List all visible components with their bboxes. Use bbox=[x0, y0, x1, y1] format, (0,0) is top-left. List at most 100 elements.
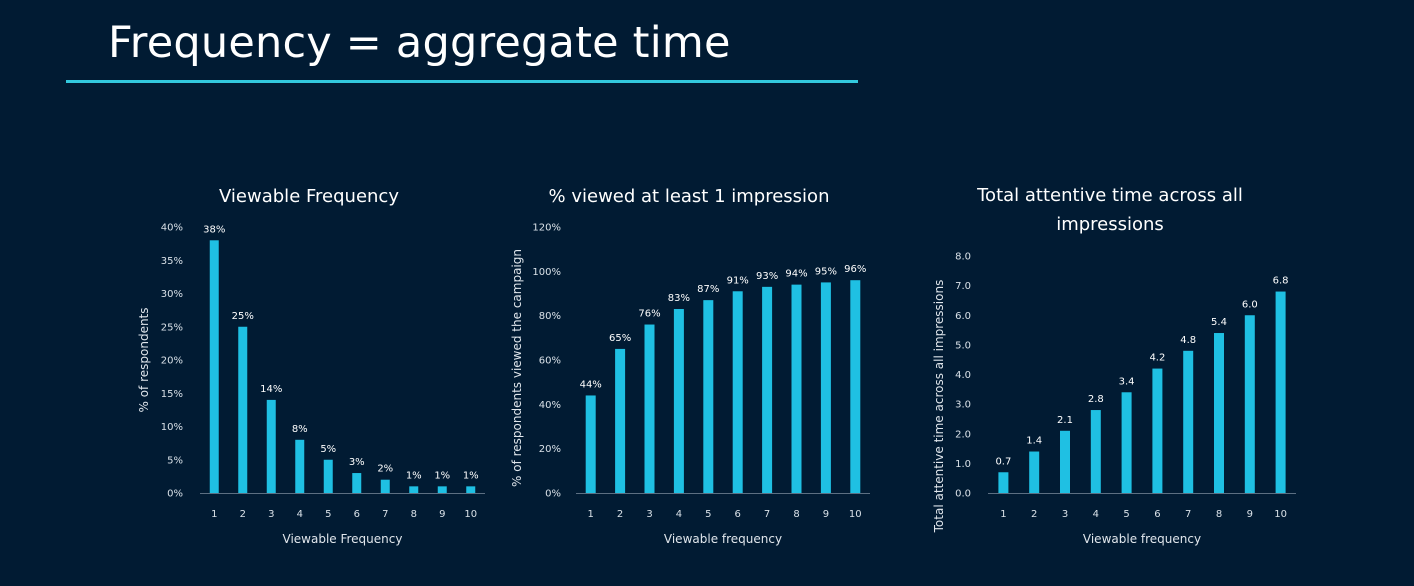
data-label: 94% bbox=[785, 269, 807, 280]
bar bbox=[466, 486, 476, 493]
bar bbox=[1152, 368, 1163, 493]
y-tick-label: 5.0 bbox=[955, 340, 971, 351]
data-label: 2.8 bbox=[1088, 394, 1104, 405]
x-axis-label: Viewable frequency bbox=[664, 532, 782, 546]
data-label: 2.1 bbox=[1057, 415, 1073, 426]
x-tick-label: 5 bbox=[1123, 509, 1129, 520]
x-tick-label: 1 bbox=[211, 509, 217, 520]
data-label: 5.4 bbox=[1211, 317, 1227, 328]
y-axis-label: % of respondents viewed the campaign bbox=[510, 249, 524, 487]
x-tick-label: 1 bbox=[1000, 509, 1006, 520]
x-tick-label: 2 bbox=[1031, 509, 1037, 520]
y-tick-label: 15% bbox=[161, 389, 183, 400]
y-tick-label: 0.0 bbox=[955, 489, 971, 500]
x-tick-label: 10 bbox=[1274, 509, 1287, 520]
data-label: 25% bbox=[232, 311, 254, 322]
data-label: 6.8 bbox=[1273, 276, 1289, 287]
bar bbox=[1183, 350, 1194, 493]
bar bbox=[615, 348, 626, 493]
y-tick-label: 60% bbox=[539, 356, 561, 367]
data-label: 5% bbox=[320, 444, 336, 455]
bar bbox=[409, 486, 419, 493]
y-tick-label: 8.0 bbox=[955, 252, 971, 263]
chart-title: Total attentive time across all bbox=[976, 185, 1243, 206]
x-tick-label: 7 bbox=[764, 509, 770, 520]
x-tick-label: 3 bbox=[268, 509, 274, 520]
bar bbox=[644, 324, 655, 493]
bar bbox=[1275, 291, 1286, 493]
bar bbox=[762, 286, 773, 493]
bar bbox=[850, 280, 861, 493]
y-tick-label: 40% bbox=[161, 223, 183, 234]
x-tick-label: 2 bbox=[617, 509, 623, 520]
x-tick-label: 7 bbox=[1185, 509, 1191, 520]
y-tick-label: 6.0 bbox=[955, 311, 971, 322]
y-tick-label: 2.0 bbox=[955, 429, 971, 440]
data-label: 3.4 bbox=[1119, 376, 1135, 387]
bar bbox=[209, 240, 219, 493]
data-label: 8% bbox=[292, 424, 308, 435]
y-tick-label: 7.0 bbox=[955, 281, 971, 292]
data-label: 91% bbox=[727, 275, 749, 286]
y-tick-label: 0% bbox=[545, 489, 561, 500]
x-tick-label: 4 bbox=[1093, 509, 1099, 520]
x-tick-label: 2 bbox=[240, 509, 246, 520]
data-label: 95% bbox=[815, 266, 837, 277]
x-tick-label: 3 bbox=[646, 509, 652, 520]
y-tick-label: 120% bbox=[532, 223, 561, 234]
x-tick-label: 9 bbox=[439, 509, 445, 520]
y-axis-label: Total attentive time across all impressi… bbox=[932, 280, 946, 534]
x-tick-label: 9 bbox=[823, 509, 829, 520]
x-tick-label: 6 bbox=[735, 509, 741, 520]
y-tick-label: 20% bbox=[539, 444, 561, 455]
chart-title: % viewed at least 1 impression bbox=[549, 186, 830, 207]
data-label: 0.7 bbox=[995, 456, 1011, 467]
title-underline bbox=[66, 80, 858, 83]
bar bbox=[1121, 392, 1132, 493]
chart-title: Viewable Frequency bbox=[219, 186, 399, 207]
data-label: 76% bbox=[638, 309, 660, 320]
y-tick-label: 40% bbox=[539, 400, 561, 411]
bar bbox=[1029, 451, 1040, 493]
x-axis-label: Viewable frequency bbox=[1083, 532, 1201, 546]
bar bbox=[998, 472, 1009, 493]
x-tick-label: 4 bbox=[676, 509, 682, 520]
y-tick-label: 4.0 bbox=[955, 370, 971, 381]
x-tick-label: 4 bbox=[297, 509, 303, 520]
data-label: 6.0 bbox=[1242, 299, 1258, 310]
x-axis-label: Viewable Frequency bbox=[283, 532, 403, 546]
x-tick-label: 1 bbox=[588, 509, 594, 520]
x-tick-label: 10 bbox=[849, 509, 862, 520]
x-tick-label: 5 bbox=[325, 509, 331, 520]
chart-title: impressions bbox=[1056, 214, 1164, 235]
bar bbox=[238, 326, 248, 493]
bar bbox=[437, 486, 447, 493]
y-tick-label: 20% bbox=[161, 356, 183, 367]
y-tick-label: 100% bbox=[532, 267, 561, 278]
x-tick-label: 10 bbox=[464, 509, 477, 520]
bar bbox=[1214, 333, 1224, 493]
y-tick-label: 0% bbox=[167, 489, 183, 500]
data-label: 87% bbox=[697, 284, 719, 295]
y-tick-label: 25% bbox=[161, 322, 183, 333]
x-tick-label: 3 bbox=[1062, 509, 1068, 520]
data-label: 1% bbox=[406, 470, 422, 481]
y-tick-label: 30% bbox=[161, 289, 183, 300]
bar bbox=[323, 459, 333, 493]
data-label: 44% bbox=[580, 379, 602, 390]
y-tick-label: 5% bbox=[167, 455, 183, 466]
page-title: Frequency = aggregate time bbox=[108, 18, 731, 68]
y-tick-label: 35% bbox=[161, 256, 183, 267]
data-label: 96% bbox=[844, 264, 866, 275]
data-label: 1% bbox=[463, 470, 479, 481]
data-label: 4.2 bbox=[1149, 353, 1165, 364]
x-tick-label: 5 bbox=[705, 509, 711, 520]
bar bbox=[673, 309, 684, 493]
bar bbox=[732, 291, 743, 493]
x-tick-label: 8 bbox=[1216, 509, 1222, 520]
bar bbox=[791, 284, 802, 493]
y-tick-label: 3.0 bbox=[955, 400, 971, 411]
